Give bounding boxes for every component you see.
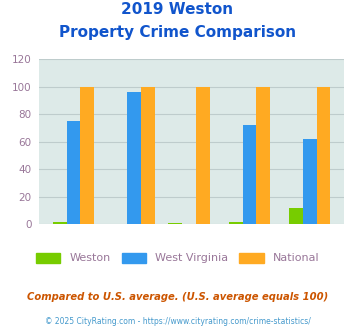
Bar xyxy=(80,87,94,224)
Bar xyxy=(289,208,303,224)
Bar xyxy=(67,121,80,224)
Legend: Weston, West Virginia, National: Weston, West Virginia, National xyxy=(33,249,322,267)
Bar xyxy=(229,222,242,224)
Bar xyxy=(196,87,209,224)
Bar xyxy=(168,223,182,224)
Text: 2019 Weston: 2019 Weston xyxy=(121,2,234,16)
Bar xyxy=(303,139,317,224)
Text: © 2025 CityRating.com - https://www.cityrating.com/crime-statistics/: © 2025 CityRating.com - https://www.city… xyxy=(45,317,310,326)
Bar xyxy=(127,92,141,224)
Bar xyxy=(242,125,256,224)
Bar xyxy=(53,222,67,224)
Bar xyxy=(256,87,270,224)
Text: Property Crime Comparison: Property Crime Comparison xyxy=(59,25,296,40)
Text: Compared to U.S. average. (U.S. average equals 100): Compared to U.S. average. (U.S. average … xyxy=(27,292,328,302)
Bar xyxy=(141,87,154,224)
Bar xyxy=(317,87,331,224)
